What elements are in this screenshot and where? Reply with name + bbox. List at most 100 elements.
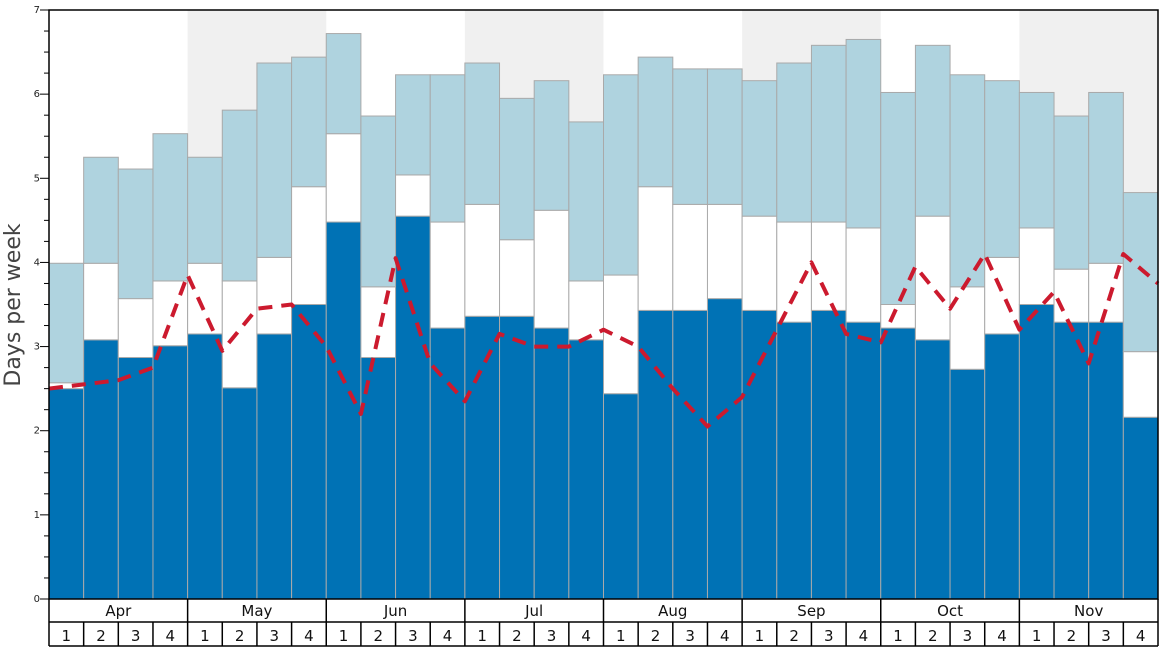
week-label-16: 4: [581, 627, 591, 645]
average-line: [48, 252, 1160, 429]
bar-segment-1-31: [1088, 321, 1124, 600]
week-label-31: 3: [1101, 627, 1111, 645]
bar-segment-3-32: [1122, 192, 1159, 353]
bar-segment-3-6: [221, 109, 258, 282]
week-label-13: 1: [477, 627, 487, 645]
bar-segment-2-9: [325, 133, 362, 223]
y-tick-label-5: 5: [34, 173, 40, 184]
week-label-28: 4: [997, 627, 1007, 645]
week-label-23: 3: [824, 627, 834, 645]
week-label-6: 2: [235, 627, 245, 645]
y-tick-label-3: 3: [34, 342, 40, 353]
bar-segment-3-27: [949, 74, 986, 288]
bar-segment-1-8: [291, 304, 327, 600]
bar-segment-2-13: [464, 203, 501, 317]
bar-segment-1-19: [672, 309, 708, 600]
bar-segment-1-27: [949, 368, 986, 600]
bar-segment-3-13: [464, 62, 501, 205]
bar-segment-1-18: [637, 309, 674, 600]
bar-segment-3-23: [810, 44, 847, 223]
bar-segment-3-14: [499, 97, 535, 241]
month-label-jun: Jun: [383, 602, 407, 620]
bar-segment-1-32: [1122, 416, 1159, 600]
week-label-7: 3: [269, 627, 279, 645]
bar-segment-1-26: [914, 339, 951, 600]
bar-segment-3-5: [187, 156, 223, 264]
week-label-15: 3: [547, 627, 557, 645]
week-label-30: 2: [1067, 627, 1077, 645]
month-label-nov: Nov: [1074, 602, 1103, 620]
bar-segment-3-22: [776, 62, 812, 223]
bar-segment-1-5: [187, 333, 223, 600]
week-label-24: 4: [859, 627, 869, 645]
week-label-21: 1: [755, 627, 765, 645]
week-label-8: 4: [304, 627, 314, 645]
week-label-19: 3: [685, 627, 695, 645]
week-label-14: 2: [512, 627, 522, 645]
bar-segment-1-25: [880, 327, 916, 600]
week-label-29: 1: [1032, 627, 1042, 645]
bar-segment-3-21: [741, 80, 778, 217]
week-label-20: 4: [720, 627, 730, 645]
week-label-11: 3: [408, 627, 418, 645]
week-label-32: 4: [1136, 627, 1146, 645]
bar-segment-2-25: [880, 304, 916, 329]
bar-segment-2-3: [117, 298, 154, 359]
bar-segment-3-15: [533, 80, 570, 211]
bar-segment-2-2: [83, 262, 119, 341]
y-tick-label-2: 2: [34, 426, 40, 437]
bar-segment-2-21: [741, 215, 778, 311]
y-tick-label-4: 4: [34, 257, 40, 268]
week-label-22: 2: [789, 627, 799, 645]
bar-segment-3-18: [637, 56, 674, 188]
week-label-25: 1: [893, 627, 903, 645]
bar-segment-1-21: [741, 309, 778, 600]
bar-segment-3-7: [256, 62, 293, 258]
bar-segment-1-4: [152, 345, 189, 600]
bar-segment-3-9: [325, 33, 362, 135]
bar-segment-3-4: [152, 133, 189, 282]
month-label-oct: Oct: [937, 602, 963, 620]
bar-segment-1-13: [464, 315, 501, 600]
week-label-2: 2: [96, 627, 106, 645]
bar-segment-2-16: [568, 280, 604, 341]
bar-segment-1-22: [776, 321, 812, 600]
bar-segment-1-2: [83, 339, 119, 600]
bar-segment-1-20: [706, 298, 743, 600]
bar-segment-1-14: [499, 315, 535, 600]
bar-segment-2-15: [533, 209, 570, 329]
month-label-sep: Sep: [797, 602, 825, 620]
bar-segment-2-30: [1053, 268, 1090, 323]
bar-segment-3-11: [395, 74, 431, 176]
month-label-jul: Jul: [524, 602, 543, 620]
bar-segment-3-2: [83, 156, 119, 264]
bar-segment-3-28: [984, 80, 1020, 258]
week-label-4: 4: [166, 627, 176, 645]
bar-segment-2-14: [499, 239, 535, 317]
bar-segment-2-11: [395, 174, 431, 217]
bar-segment-3-10: [360, 115, 397, 288]
bar-segment-2-6: [221, 280, 258, 389]
week-label-27: 3: [963, 627, 973, 645]
y-tick-label-7: 7: [34, 5, 40, 16]
y-tick-label-0: 0: [34, 594, 40, 605]
week-label-5: 1: [200, 627, 210, 645]
bar-segment-2-18: [637, 186, 674, 311]
bar-segment-3-30: [1053, 115, 1090, 270]
bar-segment-1-9: [325, 221, 362, 600]
bar-segment-1-1: [48, 388, 85, 600]
bar-segment-3-25: [880, 91, 916, 305]
bar-segment-1-3: [117, 357, 154, 600]
bar-segment-1-16: [568, 339, 604, 600]
week-label-1: 1: [62, 627, 72, 645]
bar-segment-3-20: [706, 68, 743, 205]
bar-segment-2-10: [360, 286, 397, 359]
bar-segment-1-17: [603, 393, 639, 600]
bar-segment-2-19: [672, 203, 708, 311]
week-label-17: 1: [616, 627, 626, 645]
week-label-9: 1: [339, 627, 349, 645]
month-label-aug: Aug: [658, 602, 687, 620]
bar-segment-1-28: [984, 333, 1020, 600]
week-label-10: 2: [373, 627, 383, 645]
